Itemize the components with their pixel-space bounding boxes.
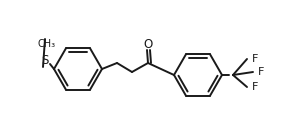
Text: O: O: [143, 38, 153, 51]
Text: F: F: [252, 82, 258, 92]
Text: CH₃: CH₃: [37, 39, 55, 49]
Text: F: F: [252, 54, 258, 64]
Text: F: F: [258, 67, 264, 77]
Text: S: S: [41, 55, 49, 68]
